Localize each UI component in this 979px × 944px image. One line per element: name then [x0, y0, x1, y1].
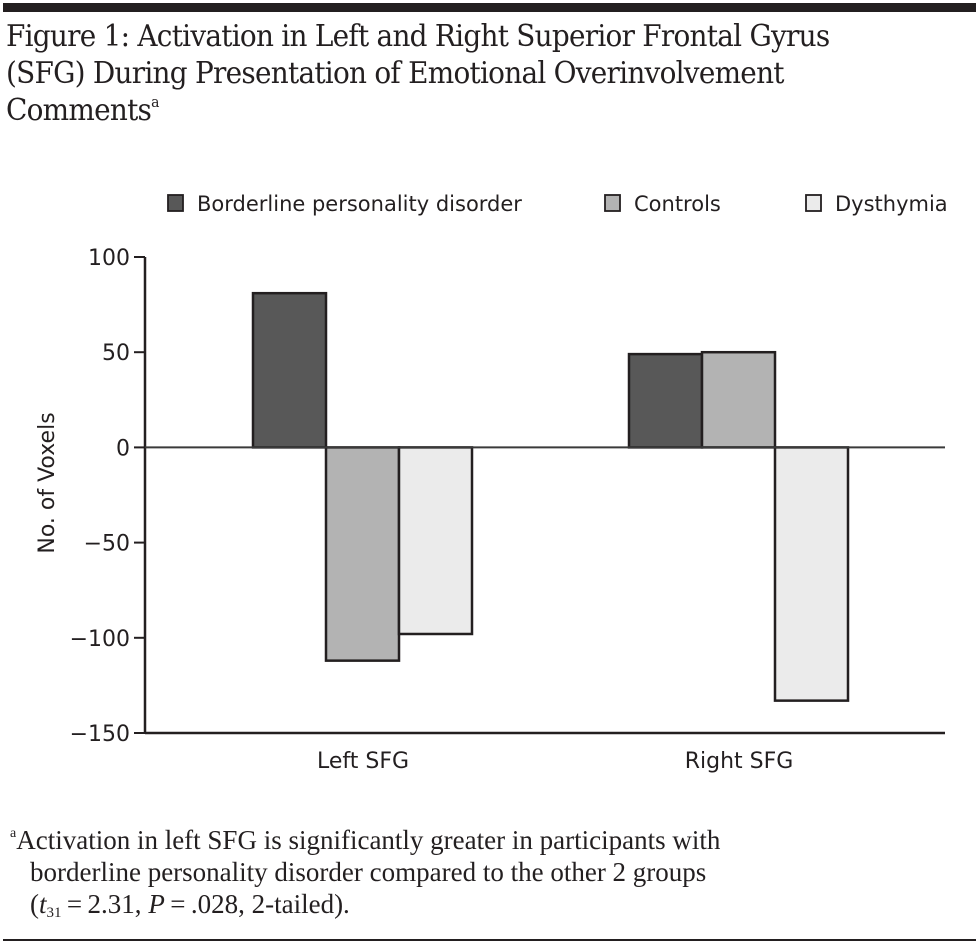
y-ticks: 100 50 0 −50 −100 −150 [70, 246, 145, 747]
bar-borderline-personality-disorder-right-sfg [627, 352, 704, 449]
top-rule [3, 3, 976, 12]
footnote-paren: ( [30, 889, 39, 919]
figure-title: Figure 1: Activation in Left and Right S… [6, 18, 899, 129]
footnote-p-value: = .028, 2-tailed). [164, 889, 350, 919]
y-tick-label: 0 [116, 436, 130, 461]
bars [251, 291, 850, 702]
y-tick-label: 50 [102, 341, 130, 366]
bar-dysthymia-left-sfg [397, 446, 474, 636]
x-tick-label: Left SFG [317, 749, 409, 774]
legend-item: Dysthymia [805, 192, 948, 216]
footnote-t-stat: t [39, 889, 47, 919]
y-axis-label: No. of Voxels [35, 412, 60, 553]
legend-swatch [167, 194, 184, 212]
footnote-line-1: aActivation in left SFG is significantly… [10, 824, 960, 856]
bar-controls-left-sfg [324, 446, 401, 662]
x-tick-labels: Left SFG Right SFG [317, 749, 793, 774]
bar-dysthymia-right-sfg [773, 446, 850, 702]
footnote: aActivation in left SFG is significantly… [10, 824, 960, 921]
y-tick-label: −150 [70, 722, 130, 747]
title-footnote-marker: a [151, 93, 159, 111]
legend-label: Controls [634, 192, 721, 216]
y-tick-label: −100 [70, 627, 130, 652]
footnote-line-2: borderline personality disorder compared… [30, 857, 707, 887]
legend-swatch [604, 194, 621, 212]
y-tick-label: −50 [84, 532, 130, 557]
legend-label: Borderline personality disorder [197, 192, 522, 216]
bar-controls-right-sfg [700, 350, 777, 449]
footnote-line-3: (t31 = 2.31, P = .028, 2-tailed). [10, 888, 960, 921]
legend-label: Dysthymia [835, 192, 948, 216]
footnote-text-1: Activation in left SFG is significantly … [16, 825, 721, 855]
footnote-t-value: = 2.31, [61, 889, 149, 919]
legend-swatch [805, 194, 822, 212]
legend-item: Controls [604, 192, 721, 216]
legend-item: Borderline personality disorder [167, 192, 522, 216]
figure-title-text: Figure 1: Activation in Left and Right S… [6, 19, 830, 128]
bar-borderline-personality-disorder-left-sfg [251, 291, 328, 449]
footnote-p-label: P [148, 889, 165, 919]
footnote-df: 31 [46, 905, 62, 921]
x-tick-label: Right SFG [685, 749, 794, 774]
footnote-marker: a [10, 826, 17, 841]
axes [143, 257, 945, 735]
y-tick-label: 100 [88, 246, 130, 271]
legend: Borderline personality disorder Controls D… [167, 192, 948, 216]
bottom-rule [3, 939, 976, 941]
